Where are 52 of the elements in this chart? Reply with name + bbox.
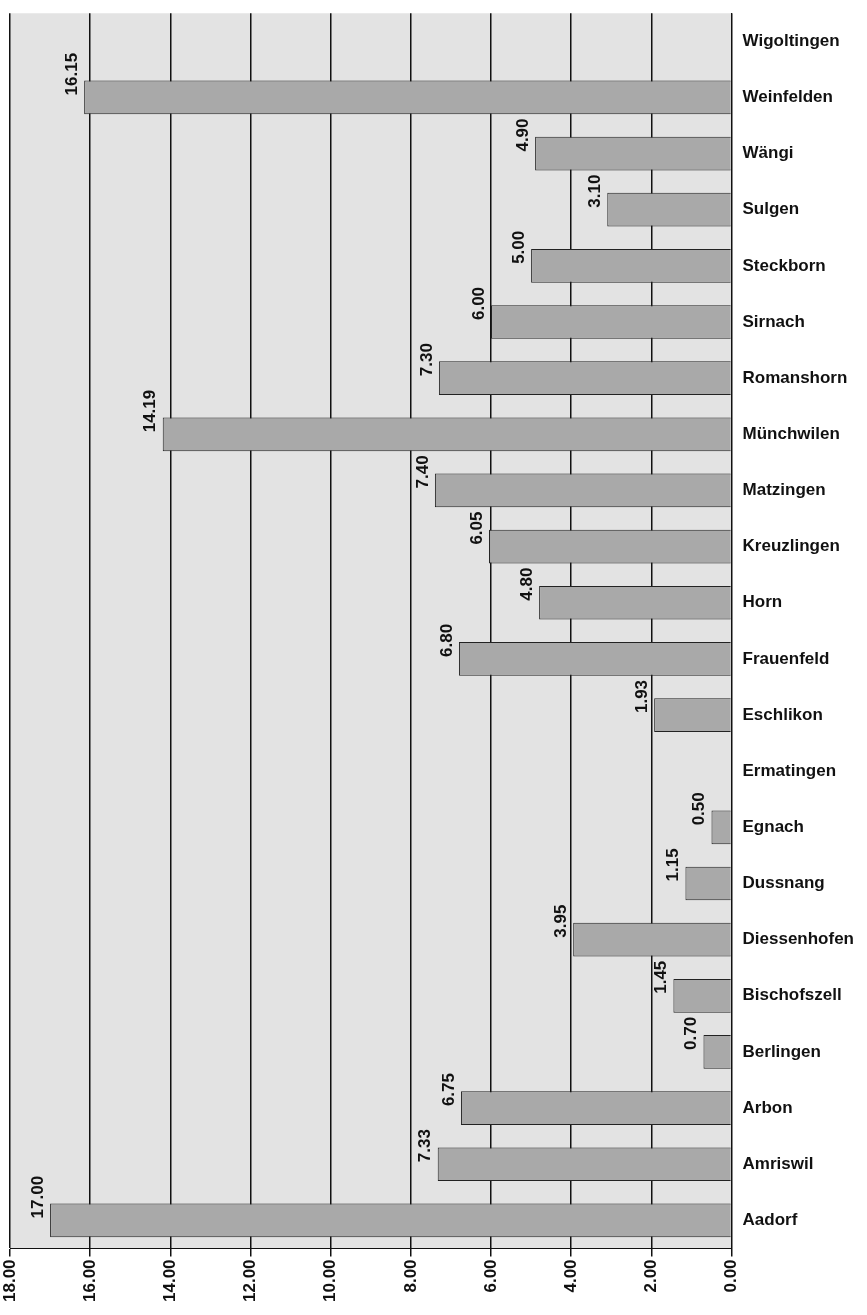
y-tick-label: Frauenfeld — [742, 648, 830, 668]
y-tick-label: Matzingen — [742, 480, 826, 500]
data-label: 1.15 — [663, 848, 683, 882]
data-label: 3.10 — [584, 174, 604, 208]
data-label: 16.15 — [61, 52, 81, 96]
x-tick-label: 4.00 — [560, 1259, 580, 1293]
y-tick-label: Arbon — [742, 1097, 793, 1117]
data-label: 17.00 — [27, 1175, 47, 1219]
y-tick-label: Eschlikon — [742, 704, 823, 724]
x-tick-label: 10.00 — [320, 1259, 340, 1303]
y-tick-label: Münchwilen — [742, 424, 840, 443]
y-tick-label: Horn — [742, 592, 783, 612]
data-label: 1.93 — [631, 679, 651, 714]
x-tick-label: 18.00 — [0, 1259, 19, 1303]
data-label: 4.90 — [512, 118, 532, 152]
y-tick-label: Sulgen — [742, 199, 800, 219]
y-tick-label: Wängi — [742, 143, 794, 163]
y-tick-label: Amriswil — [742, 1153, 814, 1173]
y-tick-label: Egnach — [742, 817, 804, 837]
data-label: 14.19 — [140, 389, 160, 433]
y-tick-label: Dussnang — [742, 873, 825, 893]
data-label: 6.05 — [466, 511, 486, 545]
y-tick-label: Wigoltingen — [742, 30, 840, 50]
y-tick-label: Bischofszell — [742, 985, 842, 1005]
data-label: 4.80 — [516, 567, 536, 601]
data-label: 1.45 — [651, 960, 671, 994]
data-label: 5.00 — [508, 230, 528, 264]
y-tick-label: Berlingen — [742, 1041, 821, 1061]
x-tick-label: 12.00 — [240, 1259, 260, 1303]
x-tick-label: 2.00 — [641, 1259, 661, 1293]
y-tick-label: Sirnach — [742, 311, 805, 331]
x-tick-label: 8.00 — [400, 1259, 420, 1293]
y-tick-label: Romanshorn — [742, 367, 848, 387]
y-tick-label: Aadorf — [742, 1210, 798, 1230]
data-label: 6.80 — [436, 623, 456, 657]
y-tick-label: Weinfelden — [742, 87, 833, 107]
x-tick-label: 6.00 — [480, 1259, 500, 1293]
data-label: 6.75 — [438, 1072, 458, 1107]
data-label: 7.40 — [412, 455, 432, 489]
data-label: 6.00 — [468, 286, 488, 321]
x-tick-label: 0.00 — [721, 1259, 741, 1293]
y-tick-label: Kreuzlingen — [742, 536, 840, 556]
x-tick-label: 14.00 — [160, 1259, 180, 1303]
y-tick-label: Ermatingen — [742, 760, 837, 780]
data-label: 0.50 — [689, 792, 709, 826]
data-label: 7.33 — [415, 1129, 435, 1163]
data-label: 7.30 — [416, 343, 436, 377]
y-tick-label: Diessenhofen — [742, 929, 855, 949]
x-tick-label: 16.00 — [79, 1259, 99, 1303]
data-label: 3.95 — [550, 904, 570, 938]
data-label: 0.70 — [681, 1016, 701, 1050]
y-tick-label: Steckborn — [742, 255, 826, 275]
